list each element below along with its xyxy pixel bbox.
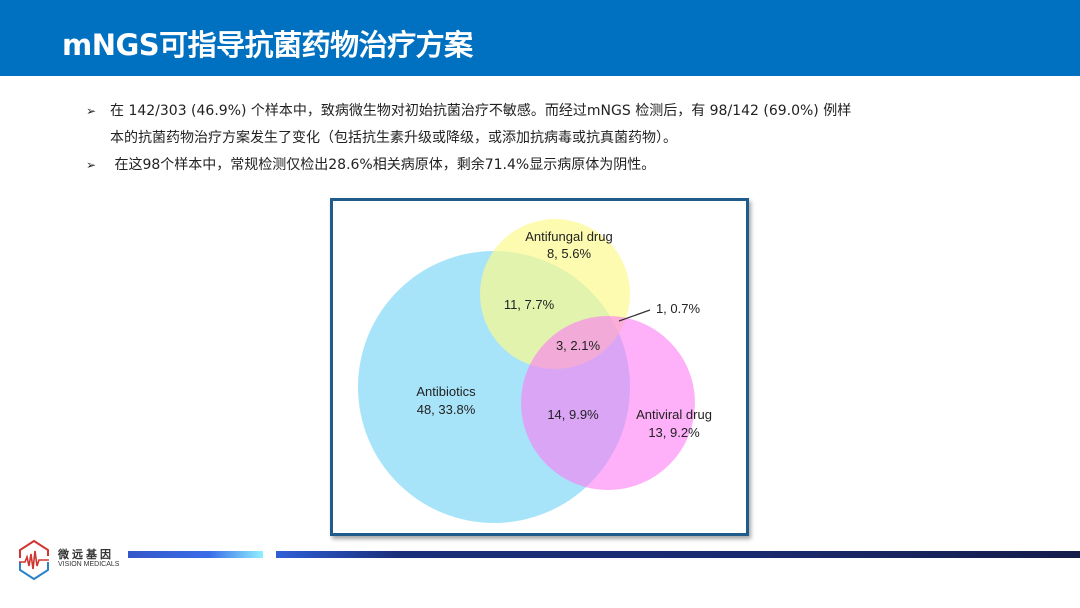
bullet-item-2: ➢ 在这98个样本中，常规检测仅检出28.6%相关病原体，剩余71.4%显示病原… <box>86 152 986 179</box>
footer-decor-bar-left <box>128 551 263 558</box>
antifungal-name: Antifungal drug <box>525 229 612 244</box>
logo-text-en: VISION MEDICALS <box>58 561 120 568</box>
logo-text-cn: 微远基因 <box>58 548 114 561</box>
antifungal-value: 8, 5.6% <box>547 246 592 261</box>
venn-diagram-frame: Antifungal drug 8, 5.6% 11, 7.7% 1, 0.7%… <box>330 198 749 536</box>
arrow-bullet-icon: ➢ <box>86 104 97 118</box>
bullet-text-1: 在 142/303 (46.9%) 个样本中，致病微生物对初始抗菌治疗不敏感。而… <box>110 103 852 119</box>
bullet-list: ➢ 在 142/303 (46.9%) 个样本中，致病微生物对初始抗菌治疗不敏感… <box>86 98 986 179</box>
bullet-text-2: 在这98个样本中，常规检测仅检出28.6%相关病原体，剩余71.4%显示病原体为… <box>110 157 656 173</box>
ab-af-value: 11, 7.7% <box>504 297 555 312</box>
antiviral-value: 13, 9.2% <box>648 425 700 440</box>
ab-av-value: 14, 9.9% <box>547 407 599 422</box>
af-av-value: 1, 0.7% <box>656 301 701 316</box>
antibiotics-name: Antibiotics <box>416 384 476 399</box>
footer-decor-bar-right <box>276 551 1080 558</box>
page-title: mNGS可指导抗菌药物治疗方案 <box>62 28 473 62</box>
arrow-bullet-icon: ➢ <box>86 158 97 172</box>
venn-diagram: Antifungal drug 8, 5.6% 11, 7.7% 1, 0.7%… <box>358 219 712 523</box>
all-three-value: 3, 2.1% <box>556 338 601 353</box>
vision-medicals-logo-icon <box>19 539 49 581</box>
antibiotics-value: 48, 33.8% <box>417 402 476 417</box>
antiviral-name: Antiviral drug <box>636 407 712 422</box>
antiviral-circle <box>521 316 695 490</box>
bullet-item-1: ➢ 在 142/303 (46.9%) 个样本中，致病微生物对初始抗菌治疗不敏感… <box>86 98 986 125</box>
title-bar: mNGS可指导抗菌药物治疗方案 <box>0 0 1080 76</box>
leader-line <box>618 309 651 322</box>
bullet-text-1-cont: 本的抗菌药物治疗方案发生了变化（包括抗生素升级或降级，或添加抗病毒或抗真菌药物）… <box>110 130 677 146</box>
